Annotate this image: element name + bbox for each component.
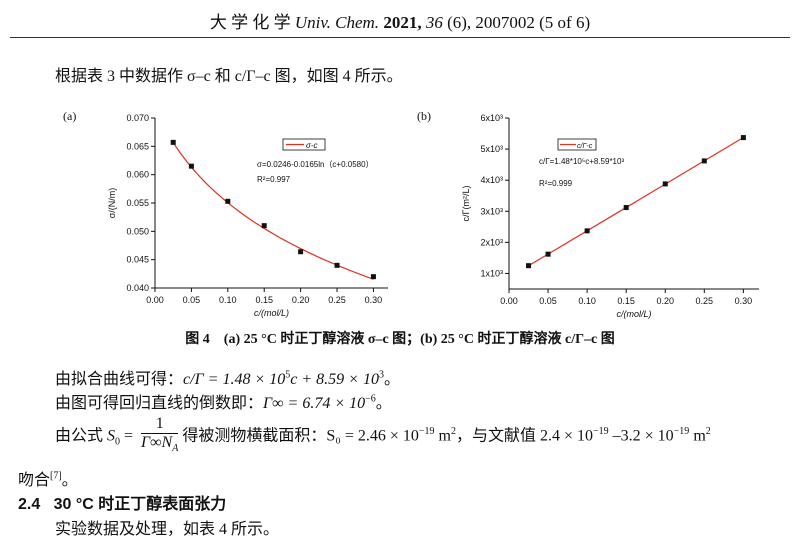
y-tick-label: 0.060 — [126, 170, 149, 180]
x-tick-label: 0.30 — [365, 295, 383, 305]
y-tick-label: 0.045 — [126, 255, 149, 265]
chart-b: 0.00 0.05 0.10 0.15 0.20 0.25 0.30 1x10³ 2x10³ 3x… — [461, 113, 759, 319]
fit-curve — [172, 142, 374, 280]
data-point — [170, 139, 176, 145]
journal-en: Univ. Chem. — [294, 13, 380, 32]
data-point — [740, 135, 746, 141]
x-tick-label: 0.20 — [292, 295, 310, 305]
fit-equation: c/Γ=1.48*10⁵c+8.59*10³ — [539, 157, 624, 166]
data-point — [545, 251, 551, 257]
panel-label-b: (b) — [417, 109, 431, 123]
text-line-4: 吻合[7]。 — [18, 470, 78, 489]
data-point — [701, 158, 707, 164]
intro-paragraph: 根据表 3 中数据作 σ–c 和 c/Γ–c 图，如图 4 所示。 — [55, 68, 403, 85]
y-tick-label: 0.040 — [126, 283, 149, 293]
text-line-1: 由拟合曲线可得：c/Γ = 1.48 × 105c + 8.59 × 103。 — [55, 369, 400, 388]
x-tick-label: 0.20 — [656, 296, 674, 306]
journal-cn: 大 学 化 学 — [209, 13, 291, 32]
header-rule — [10, 37, 790, 38]
fraction: 1 Γ∞NA — [141, 415, 179, 455]
fit-equation: σ=0.0246-0.0165ln（c+0.0580） — [257, 160, 374, 169]
legend-label: c/Γ-c — [577, 143, 593, 150]
x-tick-label: 0.10 — [219, 295, 237, 305]
running-header: 大 学 化 学 Univ. Chem. 2021, 36 (6), 200700… — [0, 8, 800, 33]
x-tick-label: 0.25 — [696, 296, 714, 306]
r-squared: R²=0.999 — [539, 179, 573, 188]
volume: 36 — [425, 13, 443, 32]
text-line-2: 由图可得回归直线的倒数即：Γ∞ = 6.74 × 10−6。 — [55, 393, 392, 412]
x-tick-label: 0.10 — [578, 296, 596, 306]
y-tick-label: 0.050 — [126, 226, 149, 236]
data-point — [370, 274, 376, 280]
y-tick-label: 0.055 — [126, 198, 149, 208]
x-tick-label: 0.15 — [255, 295, 273, 305]
data-point — [662, 181, 668, 187]
x-tick-label: 0.15 — [617, 296, 635, 306]
year: 2021, — [383, 13, 422, 32]
y-tick-label: 5x10³ — [480, 144, 503, 154]
section-heading: 2.4 30 °C 时正丁醇表面张力 — [18, 490, 226, 514]
x-tick-label: 0.00 — [500, 296, 518, 306]
chart-a: 0.00 0.05 0.10 0.15 0.20 0.25 0.30 0.040 0.045 0.… — [107, 113, 388, 318]
x-tick-label: 0.05 — [183, 295, 201, 305]
x-axis-label: c/(mol/L) — [254, 308, 289, 318]
data-point — [298, 249, 304, 255]
figure-caption: 图 4 (a) 25 °C 时正丁醇溶液 σ–c 图；(b) 25 °C 时正丁… — [185, 332, 615, 347]
y-axis-label: c/Γ(m²/L) — [461, 186, 471, 222]
section-number: 2.4 — [18, 496, 41, 513]
x-axis-label: c/(mol/L) — [616, 309, 651, 319]
y-tick-label: 4x10³ — [480, 175, 503, 185]
last-paragraph: 实验数据及处理，如表 4 所示。 — [55, 521, 280, 538]
y-tick-label: 0.065 — [126, 141, 149, 151]
x-tick-label: 0.30 — [735, 296, 753, 306]
x-tick-label: 0.00 — [146, 295, 164, 305]
x-tick-label: 0.25 — [328, 295, 346, 305]
data-point — [526, 263, 532, 269]
panel-label-a: (a) — [63, 109, 77, 123]
legend-box — [557, 138, 597, 151]
data-point — [584, 228, 590, 234]
issue: (6), 2007002 (5 of 6) — [447, 13, 591, 32]
y-axis-label: σ/(N/m) — [107, 188, 117, 219]
fit-line — [528, 137, 744, 267]
x-tick-label: 0.05 — [539, 296, 557, 306]
y-tick-label: 0.070 — [126, 113, 149, 123]
data-point — [261, 223, 267, 229]
r-squared: R²=0.997 — [257, 175, 291, 184]
data-point — [334, 262, 340, 268]
data-point — [188, 163, 194, 169]
y-tick-label: 3x10³ — [480, 206, 503, 216]
data-point — [623, 205, 629, 211]
y-tick-label: 6x10³ — [480, 113, 503, 123]
data-point — [225, 198, 231, 204]
legend-label: σ-c — [306, 141, 318, 150]
y-tick-label: 1x10³ — [480, 268, 503, 278]
text-line-3: 由公式 S0 = 1 Γ∞NA 得被测物横截面积：S₀ = 2.46 × 10−19… — [55, 415, 711, 458]
y-tick-label: 2x10³ — [480, 237, 503, 247]
section-title: 30 °C 时正丁醇表面张力 — [53, 496, 227, 513]
